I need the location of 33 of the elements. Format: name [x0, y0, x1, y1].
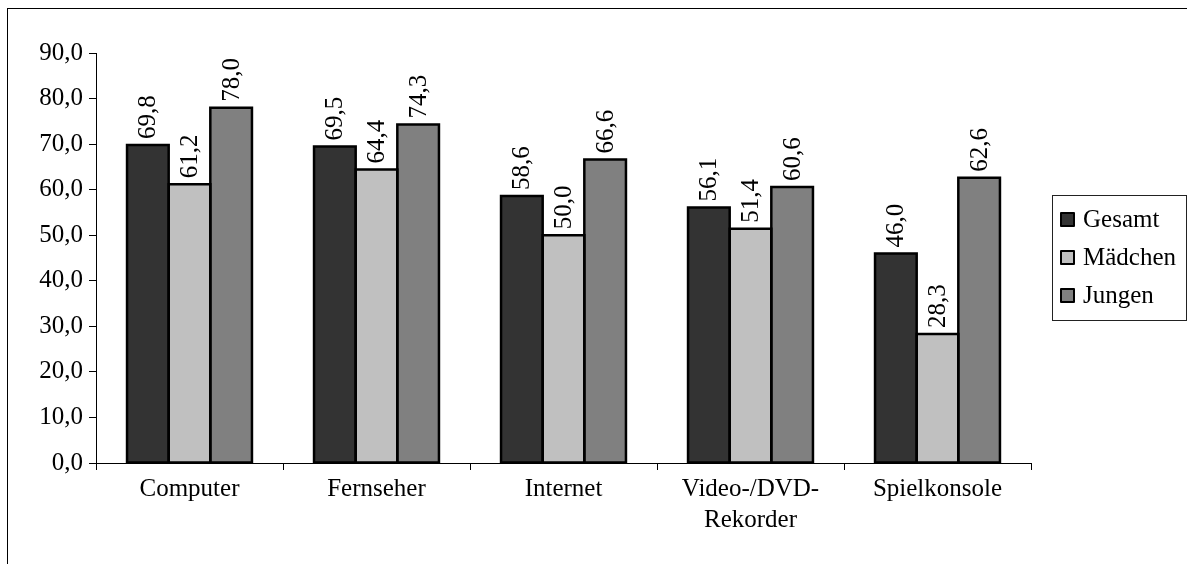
- data-label: 56,1: [694, 157, 722, 202]
- y-tick-label: 70,0: [39, 128, 83, 156]
- y-tick-label: 30,0: [39, 310, 83, 338]
- data-label: 58,6: [507, 146, 535, 191]
- data-label: 64,4: [362, 119, 390, 164]
- data-label: 60,6: [777, 137, 805, 181]
- data-label: 51,4: [736, 178, 764, 223]
- data-label: 69,8: [133, 95, 161, 140]
- x-tick-label: Internet: [524, 474, 603, 502]
- y-tick-label: 60,0: [39, 174, 83, 202]
- data-label: 62,6: [964, 128, 992, 172]
- legend-label: Jungen: [1083, 281, 1154, 309]
- data-label: 28,3: [923, 284, 951, 329]
- data-label: 78,0: [216, 57, 244, 102]
- data-label: 74,3: [403, 74, 431, 119]
- y-tick-label: 40,0: [39, 265, 83, 293]
- y-tick-label: 80,0: [39, 83, 83, 111]
- x-tick-label: Fernseher: [327, 474, 427, 502]
- legend-label: Mädchen: [1083, 243, 1177, 271]
- data-label: 66,6: [590, 109, 618, 154]
- y-tick-label: 0,0: [51, 447, 83, 475]
- x-tick-label: Video-/DVD-Rekorder: [681, 474, 820, 533]
- data-label: 69,5: [320, 96, 348, 141]
- legend-label: Gesamt: [1083, 205, 1160, 233]
- y-tick-label: 20,0: [39, 356, 83, 384]
- y-tick-label: 90,0: [39, 37, 83, 65]
- x-tick-label: Spielkonsole: [872, 474, 1003, 502]
- data-label: 50,0: [549, 185, 577, 230]
- data-label: 46,0: [881, 203, 909, 248]
- x-tick-label: Computer: [139, 474, 241, 502]
- data-label: 61,2: [175, 134, 203, 179]
- y-tick-label: 50,0: [39, 219, 83, 247]
- y-tick-label: 10,0: [39, 402, 83, 430]
